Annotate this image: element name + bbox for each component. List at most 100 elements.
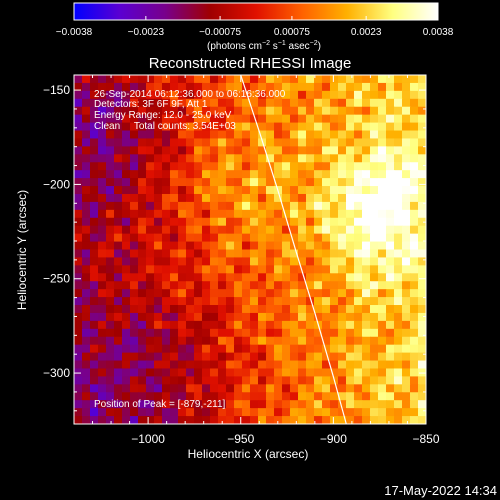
heatmap-cell bbox=[314, 146, 323, 155]
heatmap-cell bbox=[410, 336, 419, 346]
heatmap-cell bbox=[186, 289, 195, 298]
heatmap-cell bbox=[82, 146, 91, 155]
heatmap-cell bbox=[338, 217, 347, 227]
heatmap-cell bbox=[362, 106, 371, 116]
heatmap-cell bbox=[154, 209, 163, 219]
heatmap-cell bbox=[410, 186, 419, 195]
heatmap-cell bbox=[282, 249, 291, 259]
timestamp: 17-May-2022 14:34 bbox=[384, 483, 497, 498]
heatmap-cell bbox=[122, 138, 131, 147]
heatmap-cell bbox=[362, 305, 371, 314]
heatmap-cell bbox=[362, 75, 371, 84]
heatmap-cell bbox=[226, 273, 235, 282]
heatmap-cell bbox=[258, 82, 267, 92]
heatmap-cell bbox=[114, 138, 123, 147]
heatmap-cell bbox=[266, 281, 275, 290]
heatmap-cell bbox=[354, 297, 363, 306]
heatmap-cell bbox=[346, 289, 355, 298]
heatmap-cell bbox=[298, 209, 307, 219]
heatmap-cell bbox=[226, 360, 235, 370]
heatmap-cell bbox=[74, 217, 83, 227]
heatmap-cell bbox=[194, 400, 203, 409]
heatmap-cell bbox=[122, 75, 131, 84]
heatmap-cell bbox=[386, 297, 395, 306]
heatmap-cell bbox=[266, 289, 275, 298]
heatmap-cell bbox=[138, 281, 147, 290]
heatmap-cell bbox=[282, 281, 291, 290]
heatmap-cell bbox=[234, 241, 243, 251]
heatmap-cell bbox=[98, 98, 107, 108]
heatmap-cell bbox=[354, 130, 363, 140]
heatmap-cell bbox=[98, 146, 107, 155]
heatmap-cell bbox=[298, 162, 307, 171]
heatmap-cell bbox=[274, 392, 283, 401]
heatmap-cell bbox=[290, 352, 299, 362]
heatmap-cell bbox=[154, 305, 163, 314]
heatmap-cell bbox=[242, 241, 251, 251]
heatmap-cell bbox=[386, 170, 395, 179]
heatmap-cell bbox=[410, 416, 419, 424]
heatmap-cell bbox=[210, 178, 219, 187]
heatmap-cell bbox=[410, 106, 419, 116]
heatmap-cell bbox=[362, 178, 371, 187]
heatmap-cell bbox=[186, 114, 195, 124]
heatmap-cell bbox=[130, 154, 139, 163]
heatmap-cell bbox=[314, 178, 323, 187]
heatmap-cell bbox=[170, 154, 179, 163]
heatmap-cell bbox=[362, 130, 371, 140]
heatmap-cell bbox=[154, 138, 163, 147]
heatmap-cell bbox=[242, 201, 251, 211]
heatmap-cell bbox=[386, 289, 395, 298]
heatmap-cell bbox=[410, 400, 419, 409]
heatmap-cell bbox=[362, 265, 371, 274]
heatmap-cell bbox=[138, 146, 147, 155]
heatmap-cell bbox=[306, 193, 315, 203]
heatmap-cell bbox=[186, 193, 195, 203]
heatmap-cell bbox=[242, 384, 251, 393]
heatmap-cell bbox=[114, 170, 123, 179]
heatmap-cell bbox=[298, 400, 307, 409]
heatmap-cell bbox=[370, 352, 379, 362]
heatmap-cell bbox=[402, 273, 411, 282]
heatmap-cell bbox=[322, 249, 331, 259]
heatmap-cell bbox=[274, 328, 283, 338]
heatmap-cell bbox=[282, 408, 291, 417]
heatmap-cell bbox=[394, 408, 403, 417]
heatmap-cell bbox=[346, 82, 355, 92]
heatmap-cell bbox=[106, 170, 115, 179]
heatmap-cell bbox=[106, 106, 115, 116]
heatmap-cell bbox=[250, 320, 259, 330]
heatmap-cell bbox=[378, 146, 387, 155]
heatmap-cell bbox=[322, 257, 331, 266]
heatmap-cell bbox=[394, 209, 403, 219]
heatmap-cell bbox=[346, 217, 355, 227]
heatmap-cell bbox=[210, 384, 219, 393]
heatmap-cell bbox=[258, 408, 267, 417]
heatmap-cell bbox=[274, 178, 283, 187]
heatmap-cell bbox=[282, 305, 291, 314]
axis-ticks: −1000 −950 −900 −850−150−200−250−300 bbox=[43, 75, 440, 446]
heatmap-cell bbox=[162, 193, 171, 203]
heatmap-cell bbox=[378, 352, 387, 362]
heatmap-cell bbox=[314, 186, 323, 195]
heatmap-cell bbox=[138, 162, 147, 171]
heatmap-cell bbox=[242, 186, 251, 195]
heatmap-cell bbox=[178, 408, 187, 417]
heatmap-cell bbox=[314, 193, 323, 203]
heatmap-cell bbox=[74, 360, 83, 370]
heatmap-cell bbox=[234, 138, 243, 147]
heatmap-cell bbox=[106, 336, 115, 346]
heatmap-cell bbox=[90, 201, 99, 211]
heatmap-cell bbox=[322, 241, 331, 251]
heatmap-cell bbox=[82, 217, 91, 227]
heatmap-cell bbox=[234, 416, 243, 424]
heatmap-cell bbox=[226, 305, 235, 314]
heatmap-cell bbox=[330, 289, 339, 298]
heatmap-cell bbox=[258, 360, 267, 370]
heatmap-cell bbox=[378, 273, 387, 282]
heatmap-cell bbox=[154, 265, 163, 274]
heatmap-cell bbox=[418, 249, 426, 259]
heatmap-cell bbox=[162, 201, 171, 211]
heatmap-cell bbox=[106, 344, 115, 354]
heatmap-cell bbox=[74, 193, 83, 203]
